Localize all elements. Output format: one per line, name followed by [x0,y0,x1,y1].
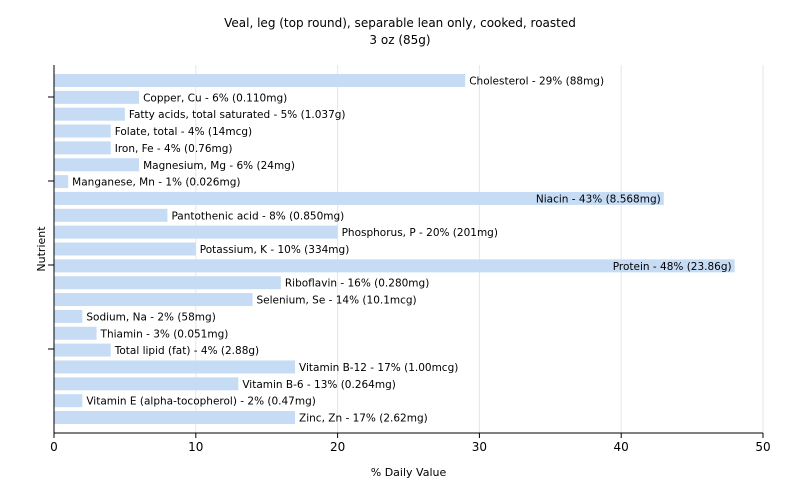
bar [54,411,296,424]
y-axis-title: Nutrient [35,226,48,272]
x-tick-label: 50 [755,440,770,454]
bar-label: Manganese, Mn - 1% (0.026mg) [72,177,240,189]
bar-label: Potassium, K - 10% (334mg) [200,244,350,256]
bar-label: Vitamin B-12 - 17% (1.00mcg) [299,362,458,374]
chart-subtitle: 3 oz (85g) [369,33,431,47]
bar [54,74,466,87]
bar [54,259,735,273]
bar [54,276,281,290]
bar [54,107,125,121]
bars: Cholesterol - 29% (88mg) Copper, Cu - 6% … [54,74,735,425]
bar-label: Vitamin B-6 - 13% (0.264mg) [242,379,396,391]
x-tick-label: 10 [188,440,203,454]
bar-label: Copper, Cu - 6% (0.110mg) [143,92,287,104]
bar [54,309,83,323]
bar [54,394,83,408]
bar [54,326,97,340]
x-axis-title: % Daily Value [371,466,447,479]
bar [54,90,140,104]
bar [54,158,140,172]
bar [54,360,296,374]
x-tick-label: 40 [614,440,629,454]
bar-label: Protein - 48% (23.86g) [613,261,732,273]
x-tick-label: 0 [50,440,58,454]
bar [54,225,338,239]
bar-label: Pantothenic acid - 8% (0.850mg) [171,210,344,222]
bar-label: Cholesterol - 29% (88mg) [469,76,604,88]
bar-label: Sodium, Na - 2% (58mg) [86,311,215,323]
x-tick-label: 20 [330,440,345,454]
bar [54,175,69,189]
bar-label: Niacin - 43% (8.568mg) [536,193,661,205]
bar-label: Phosphorus, P - 20% (201mg) [342,227,498,239]
bar [54,124,111,138]
bar [54,141,111,155]
bar-label: Selenium, Se - 14% (10.1mcg) [257,295,417,307]
bar-label: Iron, Fe - 4% (0.76mg) [115,143,233,155]
x-axis-ticks: 0 10 20 30 40 50 [50,433,771,454]
x-tick-label: 30 [472,440,487,454]
bar-label: Magnesium, Mg - 6% (24mg) [143,160,295,172]
bar-label: Zinc, Zn - 17% (2.62mg) [299,413,428,425]
bar-label: Thiamin - 3% (0.051mg) [100,328,229,340]
bar [54,208,168,222]
bar-label: Vitamin E (alpha-tocopherol) - 2% (0.47m… [86,396,315,408]
bar-label: Folate, total - 4% (14mcg) [115,126,252,138]
bar-label: Riboflavin - 16% (0.280mg) [285,278,429,290]
chart-title: Veal, leg (top round), separable lean on… [224,16,576,30]
bar [54,293,253,307]
bar [54,343,111,357]
axes [48,65,763,434]
bar-label: Total lipid (fat) - 4% (2.88g) [114,345,259,357]
bar [54,191,664,205]
bar [54,377,239,391]
bar [54,242,196,256]
bar-label: Fatty acids, total saturated - 5% (1.037… [129,109,346,121]
